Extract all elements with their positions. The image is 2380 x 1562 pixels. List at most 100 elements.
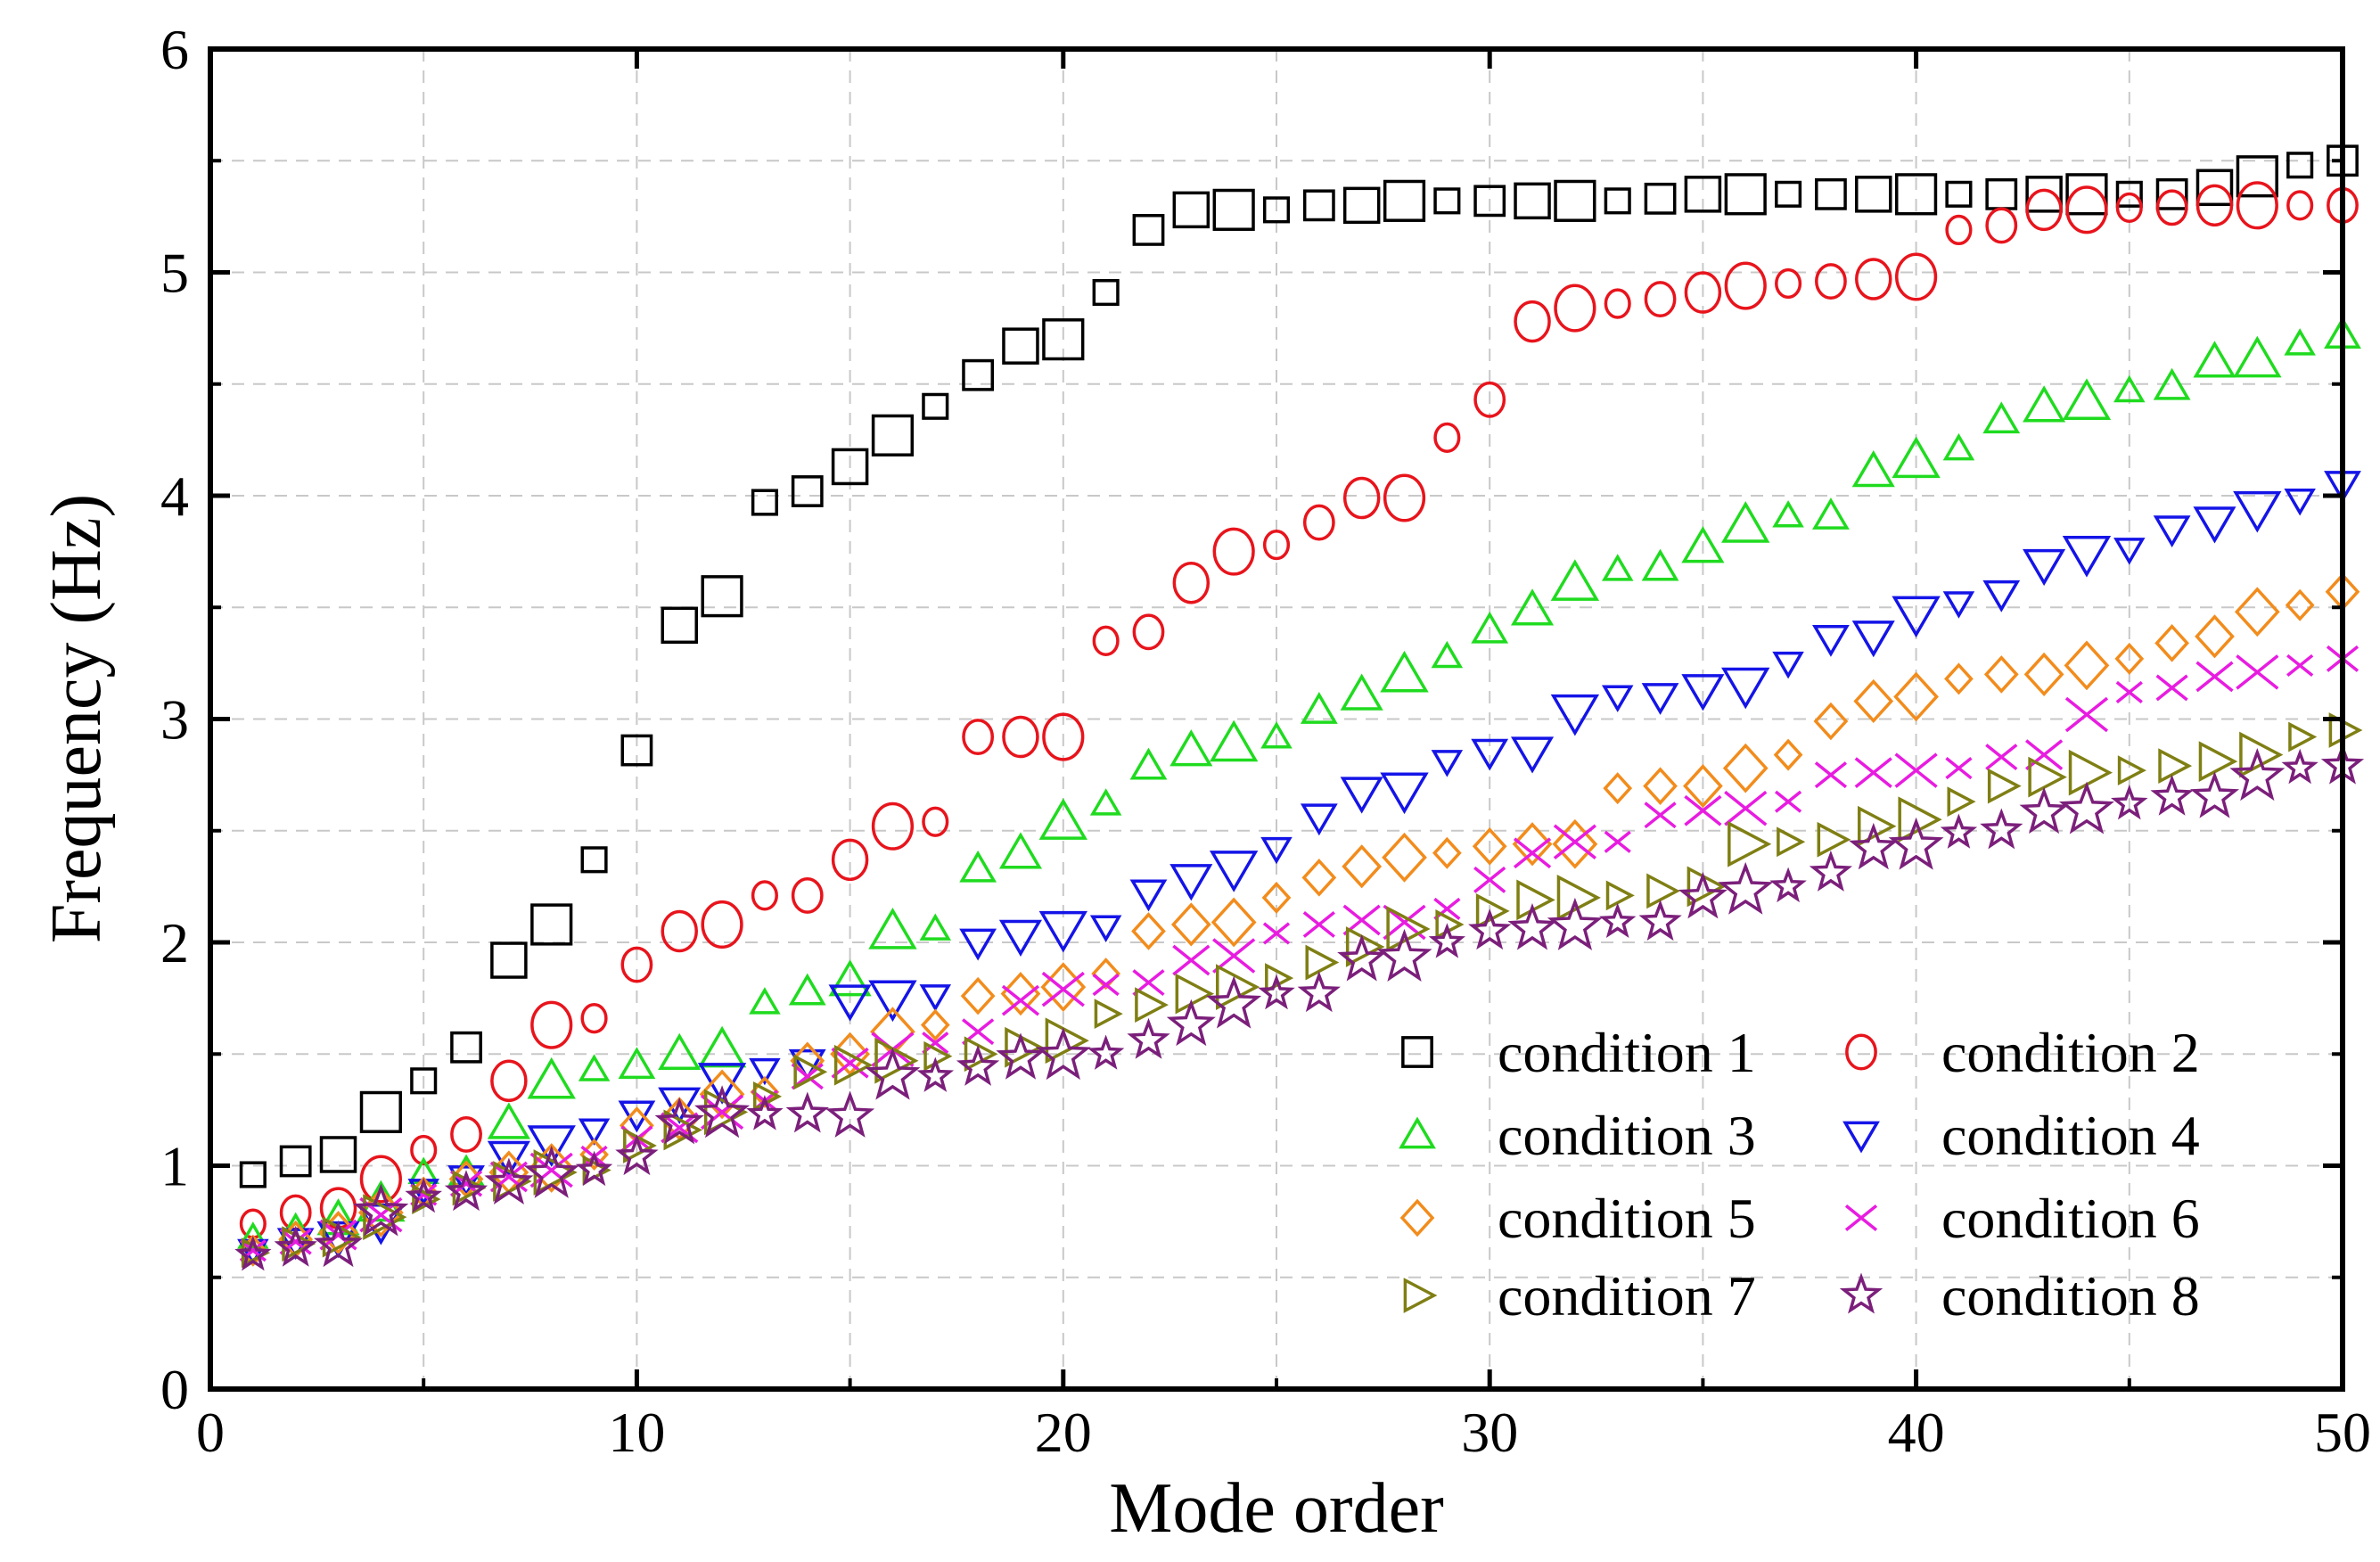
data-point: [1772, 651, 1804, 679]
data-point: [2285, 588, 2315, 621]
data-point: [1888, 817, 1944, 870]
data-point: [1340, 673, 1383, 711]
data-point: [1132, 214, 1165, 246]
data-point: [1302, 504, 1335, 541]
data-point: [2236, 155, 2278, 198]
data-point: [1473, 185, 1506, 218]
data-point: [1681, 526, 1725, 563]
data-point: [1001, 984, 1040, 1016]
data-point: [1433, 897, 1461, 920]
data-point: [2150, 774, 2194, 816]
data-point: [1728, 820, 1772, 867]
data-point: [527, 1056, 576, 1099]
data-point: [2284, 328, 2316, 356]
x-tick-label: 0: [196, 1401, 225, 1464]
data-point: [2198, 741, 2238, 782]
data-point: [1553, 824, 1596, 860]
data-point: [2193, 341, 2236, 378]
data-point: [2286, 152, 2314, 179]
data-point: [746, 1095, 784, 1130]
data-point: [2193, 506, 2236, 544]
data-point: [1684, 176, 1722, 213]
data-point: [1775, 180, 1802, 208]
data-point: [575, 1150, 613, 1187]
data-point: [2111, 784, 2148, 820]
data-point: [1380, 650, 1429, 693]
data-point: [920, 1008, 950, 1041]
data-point: [1468, 908, 1512, 950]
data-point: [1940, 813, 1978, 849]
data-point: [1724, 261, 1767, 310]
y-axis-title: Frequency (Hz): [37, 494, 116, 943]
x-tick-label: 10: [608, 1401, 665, 1464]
data-point: [1170, 902, 1211, 947]
data-point: [2023, 548, 2066, 587]
data-point: [444, 1170, 488, 1212]
data-point: [2115, 180, 2143, 208]
legend-item: condition 6: [1844, 1187, 2200, 1250]
data-point: [1604, 830, 1631, 853]
data-point: [919, 984, 952, 1012]
data-point: [410, 1067, 438, 1095]
data-point: [1598, 902, 1637, 939]
data-point: [865, 1047, 921, 1100]
data-point: [1681, 674, 1725, 711]
data-point: [523, 1145, 579, 1198]
data-point: [530, 1000, 573, 1049]
data-point: [1684, 271, 1722, 314]
data-point: [2023, 385, 2066, 423]
legend-label: condition 3: [1498, 1104, 1756, 1167]
data-point: [2025, 739, 2064, 770]
data-point: [1342, 844, 1383, 889]
data-point: [2154, 624, 2190, 662]
data-point: [1721, 667, 1770, 710]
data-point: [1038, 798, 1087, 840]
data-point: [697, 1025, 747, 1068]
data-point: [490, 941, 528, 979]
x-tick-label: 40: [1888, 1401, 1945, 1464]
data-point: [1641, 548, 1679, 581]
data-point: [750, 1075, 780, 1108]
data-point: [239, 1161, 267, 1188]
data-point: [996, 1032, 1046, 1080]
data-point: [1376, 928, 1432, 982]
data-point: [922, 392, 949, 420]
data-point: [1211, 897, 1257, 948]
data-point: [1513, 837, 1552, 869]
data-point: [1849, 822, 1899, 870]
data-point: [1724, 173, 1767, 216]
data-point: [2189, 771, 2240, 818]
data-point: [1554, 179, 1596, 222]
data-point: [1550, 694, 1600, 736]
data-point: [1172, 191, 1211, 229]
data-point: [1092, 625, 1120, 656]
data-point: [578, 1054, 611, 1081]
legend-marker: [1842, 1121, 1880, 1154]
data-point: [1514, 182, 1551, 220]
data-point: [1433, 187, 1461, 215]
legend-label: condition 1: [1498, 1021, 1756, 1084]
data-point: [2233, 335, 2282, 378]
x-tick-label: 50: [2314, 1401, 2371, 1464]
data-point: [791, 475, 824, 507]
data-point: [2064, 696, 2109, 733]
data-point: [2028, 756, 2067, 798]
data-point: [1172, 561, 1211, 604]
data-point: [749, 987, 781, 1015]
legend-marker: [1399, 1198, 1435, 1237]
data-point: [623, 1128, 657, 1163]
data-point: [1301, 859, 1337, 897]
series-condition-1: [239, 144, 2359, 1188]
data-point: [620, 734, 653, 767]
data-point: [1297, 971, 1341, 1013]
data-point: [788, 973, 826, 1006]
data-point: [2288, 721, 2318, 752]
legend-item: condition 5: [1399, 1187, 1756, 1250]
data-point: [1772, 500, 1804, 528]
data-point: [1718, 861, 1774, 915]
data-point: [1773, 738, 1803, 771]
data-point: [359, 1090, 402, 1133]
data-point: [1092, 278, 1120, 307]
